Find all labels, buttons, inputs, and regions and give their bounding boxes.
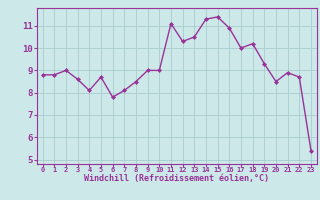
X-axis label: Windchill (Refroidissement éolien,°C): Windchill (Refroidissement éolien,°C)	[84, 174, 269, 183]
